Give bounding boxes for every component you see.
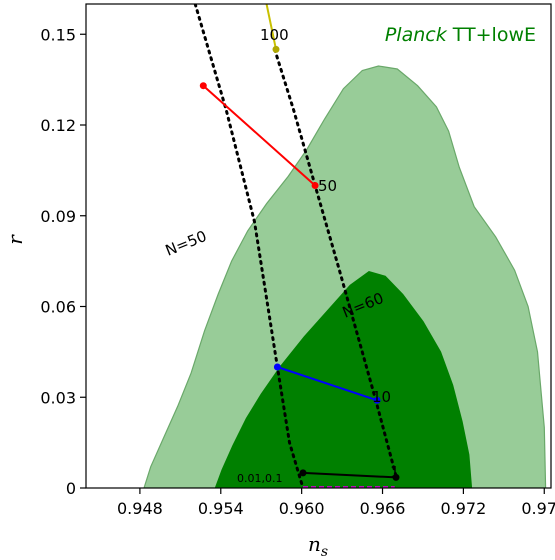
y-tick-label: 0.03 [40,388,76,407]
series-line-100 [265,4,277,50]
x-tick-label: 0.948 [117,499,163,518]
efold-label-n50: N=50 [163,227,210,260]
contour-layer [143,65,547,488]
x-tick-label: 0.978 [521,499,555,518]
point-label-100: 100 [260,26,289,44]
x-tick-label: 0.954 [198,499,244,518]
y-tick-label: 0.09 [40,207,76,226]
x-tick-label: 0.960 [279,499,325,518]
point-label-50: 50 [318,177,337,195]
point-label-1: 1 [390,463,400,481]
lines-layer [193,0,400,488]
series-point-10-1 [373,396,381,404]
y-tick-label: 0.12 [40,116,76,135]
series-point-1-0 [299,469,307,477]
plot-frame [85,3,552,489]
y-axis-label: r [3,234,27,245]
y-tick-label: 0 [66,479,76,498]
x-tick-label: 0.972 [440,499,486,518]
series-line-50 [202,84,316,187]
x-axis-label: ns [308,532,328,560]
series-point-50-0 [199,82,207,90]
series-point-100-0 [262,0,269,2]
series-point-50-1 [311,182,319,189]
series-point-100-1 [272,45,280,53]
x-ticks: 0.948 0.954 0.960 0.966 0.972 0.978 [117,488,555,518]
series-point-10-0 [273,363,281,371]
x-tick-label: 0.966 [360,499,406,518]
y-tick-label: 0.15 [40,25,76,44]
point-label-0-01-0-1: 0.01,0.1 [237,472,282,485]
efold-line-n60 [273,47,398,478]
legend-label: Planck TT+lowE [385,24,536,46]
contour-68pct [214,271,473,488]
series-line-10 [277,366,378,402]
point-label-10: 10 [372,388,391,406]
series-line-1 [302,471,397,479]
y-tick-label: 0.06 [40,298,76,317]
efold-line-n50 [193,4,305,488]
series-point-1-1 [392,473,400,481]
y-ticks: 0 0.03 0.06 0.09 0.12 0.15 [40,25,86,498]
